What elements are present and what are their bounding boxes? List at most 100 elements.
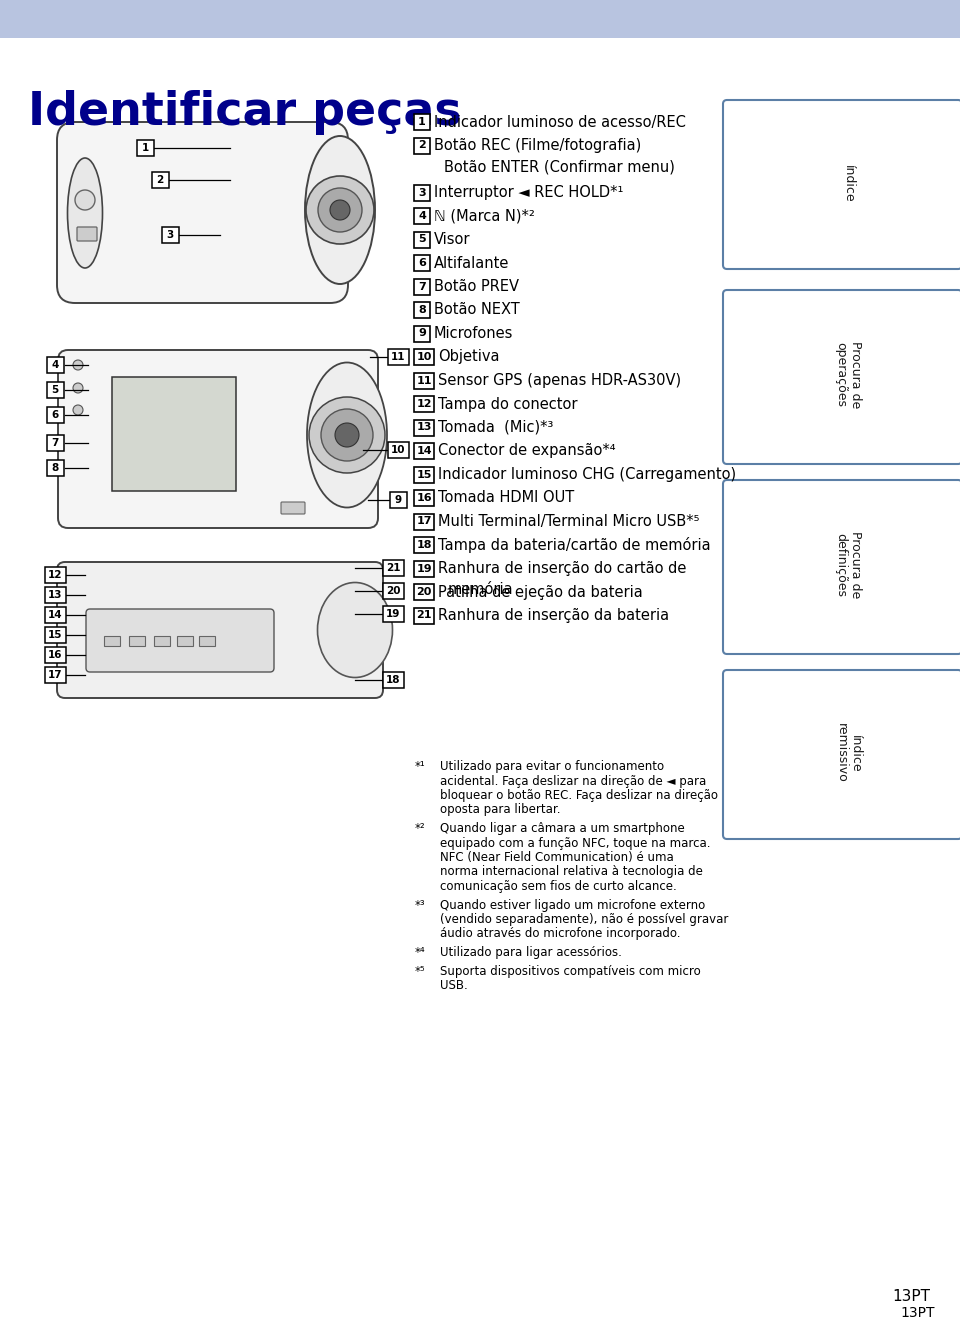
Text: 20: 20 [417,587,432,597]
Text: Botão NEXT: Botão NEXT [434,302,519,317]
Text: *⁴: *⁴ [415,945,425,959]
Text: índice: índice [842,163,855,202]
FancyBboxPatch shape [414,184,430,200]
FancyBboxPatch shape [414,537,434,553]
Circle shape [75,190,95,210]
Text: oposta para libertar.: oposta para libertar. [440,804,561,817]
Text: *²: *² [415,822,425,835]
FancyBboxPatch shape [414,138,430,154]
Circle shape [73,383,83,392]
Text: Tomada HDMI OUT: Tomada HDMI OUT [438,491,574,505]
Text: 1: 1 [419,117,426,127]
FancyBboxPatch shape [44,568,65,583]
FancyBboxPatch shape [414,373,434,389]
Text: 2: 2 [156,175,163,186]
Text: 2: 2 [419,141,426,150]
Text: 6: 6 [418,259,426,268]
Bar [0,0,960,38]
Text: Sensor GPS (apenas HDR-AS30V): Sensor GPS (apenas HDR-AS30V) [438,373,682,389]
FancyBboxPatch shape [414,396,434,412]
Text: 20: 20 [386,586,400,595]
FancyBboxPatch shape [414,467,434,483]
Text: 7: 7 [419,281,426,292]
FancyBboxPatch shape [46,435,63,451]
FancyBboxPatch shape [414,513,434,529]
FancyBboxPatch shape [414,302,430,318]
Text: Tampa da bateria/cartão de memória: Tampa da bateria/cartão de memória [438,537,710,553]
FancyBboxPatch shape [58,350,378,528]
Text: 21: 21 [417,610,432,621]
Text: Objetiva: Objetiva [438,350,499,365]
FancyBboxPatch shape [177,636,193,646]
FancyBboxPatch shape [414,491,434,507]
FancyBboxPatch shape [388,442,409,457]
Text: áudio através do microfone incorporado.: áudio através do microfone incorporado. [440,927,681,940]
Circle shape [330,200,350,220]
Circle shape [321,408,373,461]
Text: NFC (Near Field Communication) é uma: NFC (Near Field Communication) é uma [440,851,674,865]
FancyBboxPatch shape [199,636,215,646]
FancyBboxPatch shape [382,606,403,622]
Text: 9: 9 [418,329,426,338]
FancyBboxPatch shape [414,561,434,577]
FancyBboxPatch shape [414,349,434,365]
Text: (vendido separadamente), não é possível gravar: (vendido separadamente), não é possível … [440,914,729,926]
Text: acidental. Faça deslizar na direção de ◄ para: acidental. Faça deslizar na direção de ◄… [440,774,707,788]
FancyBboxPatch shape [46,357,63,373]
Text: 3: 3 [419,187,426,198]
Text: Procura de
definições: Procura de definições [834,532,862,598]
FancyBboxPatch shape [723,99,960,269]
Text: 11: 11 [391,351,405,362]
FancyBboxPatch shape [414,583,434,599]
Text: 13PT: 13PT [892,1289,930,1303]
Text: Altifalante: Altifalante [434,256,510,271]
Ellipse shape [67,158,103,268]
Text: Tampa do conector: Tampa do conector [438,396,578,411]
Text: 21: 21 [386,564,400,573]
FancyBboxPatch shape [390,492,406,508]
Text: Botão REC (Filme/fotografia): Botão REC (Filme/fotografia) [434,138,641,152]
Text: 7: 7 [51,438,59,448]
Text: 13PT: 13PT [900,1306,935,1319]
Circle shape [335,423,359,447]
Text: Tomada  (Mic)*³: Tomada (Mic)*³ [438,420,553,435]
Text: Identificar peças: Identificar peças [28,90,462,135]
Text: 19: 19 [386,609,400,619]
Text: *¹: *¹ [415,760,425,773]
Text: Microfones: Microfones [434,326,514,341]
FancyBboxPatch shape [414,278,430,294]
Text: Suporta dispositivos compatíveis com micro: Suporta dispositivos compatíveis com mic… [440,964,701,977]
Text: 10: 10 [391,446,405,455]
Circle shape [306,176,374,244]
Text: 3: 3 [166,229,174,240]
Text: *³: *³ [415,899,425,911]
Text: 16: 16 [48,650,62,660]
Text: 15: 15 [417,469,432,480]
FancyBboxPatch shape [44,667,65,683]
Text: 14: 14 [48,610,62,621]
Text: ℕ (Marca N)*²: ℕ (Marca N)*² [434,208,535,224]
FancyBboxPatch shape [414,419,434,435]
Text: 1: 1 [141,143,149,152]
Text: *⁵: *⁵ [415,964,425,977]
Ellipse shape [318,582,393,678]
Text: Interruptor ◄ REC HOLD*¹: Interruptor ◄ REC HOLD*¹ [434,186,623,200]
Text: equipado com a função NFC, toque na marca.: equipado com a função NFC, toque na marc… [440,837,710,850]
Text: 17: 17 [48,670,62,680]
Text: 14: 14 [417,446,432,456]
FancyBboxPatch shape [414,232,430,248]
Text: 8: 8 [419,305,426,316]
Text: USB.: USB. [440,979,468,992]
Text: Indicador luminoso de acesso/REC: Indicador luminoso de acesso/REC [434,114,685,130]
Text: 19: 19 [417,564,432,574]
FancyBboxPatch shape [46,407,63,423]
FancyBboxPatch shape [382,672,403,688]
FancyBboxPatch shape [44,627,65,643]
Text: Ranhura de inserção da bateria: Ranhura de inserção da bateria [438,609,669,623]
Circle shape [73,359,83,370]
Text: Visor: Visor [434,232,470,247]
Text: Botão PREV: Botão PREV [434,278,519,294]
FancyBboxPatch shape [129,636,145,646]
Text: Utilizado para ligar acessórios.: Utilizado para ligar acessórios. [440,945,622,959]
FancyBboxPatch shape [152,172,169,188]
